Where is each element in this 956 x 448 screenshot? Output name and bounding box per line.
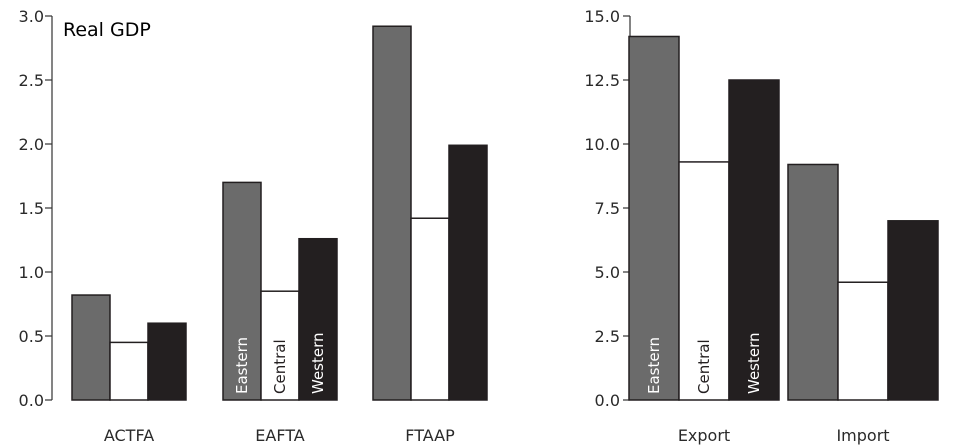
bar-ftaap-eastern — [372, 25, 412, 401]
bar-export-central — [678, 161, 730, 401]
y-tick-label: 2.5 — [595, 327, 620, 346]
series-label-eastern: Eastern — [233, 337, 251, 394]
y-tick-label: 0.5 — [19, 327, 44, 346]
bar-ftaap-western — [448, 144, 488, 401]
series-label-central: Central — [695, 339, 713, 394]
bar-eafta-eastern — [222, 181, 262, 401]
bar-actfa-eastern — [71, 294, 111, 401]
series-label-central: Central — [271, 339, 289, 394]
category-label: ACTFA — [104, 426, 154, 445]
bar-export-western — [728, 79, 780, 401]
category-label: Import — [836, 426, 889, 445]
category-label: EAFTA — [255, 426, 305, 445]
bar-eafta-western — [298, 237, 338, 401]
chart-1: 0.0 0.5 1.0 1.5 2.0 2.5 3.0 Real GDP ACTFA Easter… — [19, 7, 488, 445]
y-tick-label: 15.0 — [584, 7, 620, 26]
bar-import-central — [837, 281, 889, 401]
bar-actfa-central — [109, 341, 149, 401]
bar-import-eastern — [787, 163, 839, 401]
y-tick-label: 2.5 — [19, 71, 44, 90]
category-label: FTAAP — [405, 426, 455, 445]
y-tick-label: 1.0 — [19, 263, 44, 282]
bar-import-western — [887, 220, 939, 401]
y-tick-label: 3.0 — [19, 7, 44, 26]
series-label-western: Western — [745, 332, 763, 394]
bar-actfa-western — [147, 322, 187, 401]
y-tick-label: 7.5 — [595, 199, 620, 218]
bar-eafta-central — [260, 290, 300, 401]
chart-2: 0.0 2.5 5.0 7.5 10.0 12.5 15.0 Eastern Central We… — [584, 7, 939, 445]
y-tick-label: 5.0 — [595, 263, 620, 282]
y-tick-label: 0.0 — [595, 391, 620, 410]
y-tick-label: 1.5 — [19, 199, 44, 218]
y-tick-label: 12.5 — [584, 71, 620, 90]
bar-ftaap-central — [410, 217, 450, 401]
y-tick-label: 0.0 — [19, 391, 44, 410]
y-tick-label: 2.0 — [19, 135, 44, 154]
y-tick-label: 10.0 — [584, 135, 620, 154]
category-label: Export — [678, 426, 730, 445]
chart-title: Real GDP — [63, 19, 151, 41]
series-label-eastern: Eastern — [645, 337, 663, 394]
series-label-western: Western — [309, 332, 327, 394]
